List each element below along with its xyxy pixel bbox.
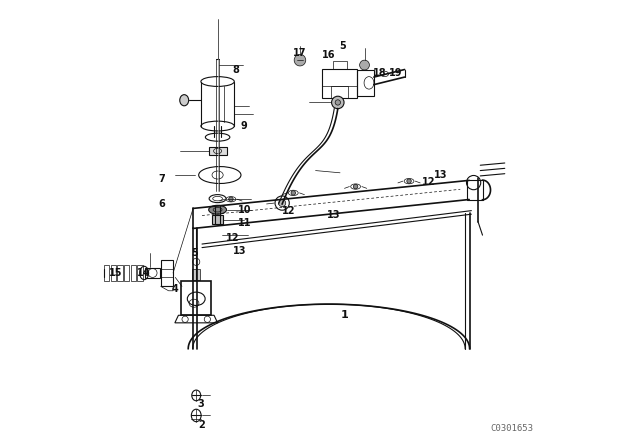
Text: 12: 12 bbox=[422, 177, 436, 187]
Bar bbox=[124, 265, 129, 281]
Bar bbox=[322, 69, 357, 98]
Text: 5: 5 bbox=[339, 41, 346, 51]
Text: 8: 8 bbox=[232, 65, 239, 75]
Circle shape bbox=[332, 96, 344, 109]
Circle shape bbox=[407, 179, 412, 183]
Text: 13: 13 bbox=[233, 246, 246, 256]
Bar bbox=[145, 267, 160, 278]
Text: 1: 1 bbox=[340, 310, 348, 320]
Bar bbox=[104, 265, 109, 281]
Text: 19: 19 bbox=[389, 68, 403, 78]
Bar bbox=[117, 265, 123, 281]
Text: C0301653: C0301653 bbox=[491, 424, 534, 433]
Text: 7: 7 bbox=[159, 174, 165, 185]
Text: 3: 3 bbox=[198, 399, 205, 409]
Bar bbox=[138, 265, 143, 281]
Text: 13: 13 bbox=[433, 170, 447, 180]
Bar bbox=[161, 269, 173, 276]
Bar bbox=[357, 69, 374, 96]
Circle shape bbox=[353, 184, 358, 189]
Text: 18: 18 bbox=[373, 68, 387, 78]
Text: 14: 14 bbox=[138, 268, 151, 278]
Text: 2: 2 bbox=[198, 420, 205, 430]
Circle shape bbox=[228, 197, 233, 202]
Ellipse shape bbox=[180, 95, 189, 106]
Bar bbox=[131, 265, 136, 281]
Bar bbox=[333, 61, 347, 69]
Text: 15: 15 bbox=[108, 268, 122, 278]
Circle shape bbox=[360, 60, 369, 70]
Text: 17: 17 bbox=[293, 47, 307, 58]
Bar bbox=[331, 86, 348, 98]
Text: 10: 10 bbox=[237, 205, 251, 215]
Text: 5: 5 bbox=[191, 248, 198, 258]
Circle shape bbox=[294, 54, 306, 66]
Text: 9: 9 bbox=[241, 121, 248, 131]
Ellipse shape bbox=[209, 205, 227, 214]
Circle shape bbox=[278, 199, 285, 207]
Circle shape bbox=[335, 100, 340, 105]
Bar bbox=[161, 260, 173, 286]
Bar bbox=[111, 265, 116, 281]
Text: 6: 6 bbox=[159, 199, 165, 209]
Text: 12: 12 bbox=[282, 206, 296, 215]
Text: 13: 13 bbox=[326, 210, 340, 220]
Text: 4: 4 bbox=[172, 284, 179, 293]
Bar bbox=[467, 181, 483, 199]
Text: 11: 11 bbox=[237, 218, 251, 228]
Bar bbox=[209, 147, 227, 155]
Text: 16: 16 bbox=[322, 50, 335, 60]
Bar bbox=[192, 268, 200, 280]
Text: 12: 12 bbox=[227, 233, 240, 243]
Bar bbox=[212, 215, 223, 224]
Bar bbox=[180, 280, 211, 315]
Circle shape bbox=[291, 191, 296, 195]
